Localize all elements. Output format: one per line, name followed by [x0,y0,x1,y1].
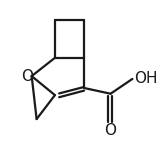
Text: O: O [104,123,116,138]
Text: O: O [21,69,33,84]
Text: OH: OH [134,71,156,86]
